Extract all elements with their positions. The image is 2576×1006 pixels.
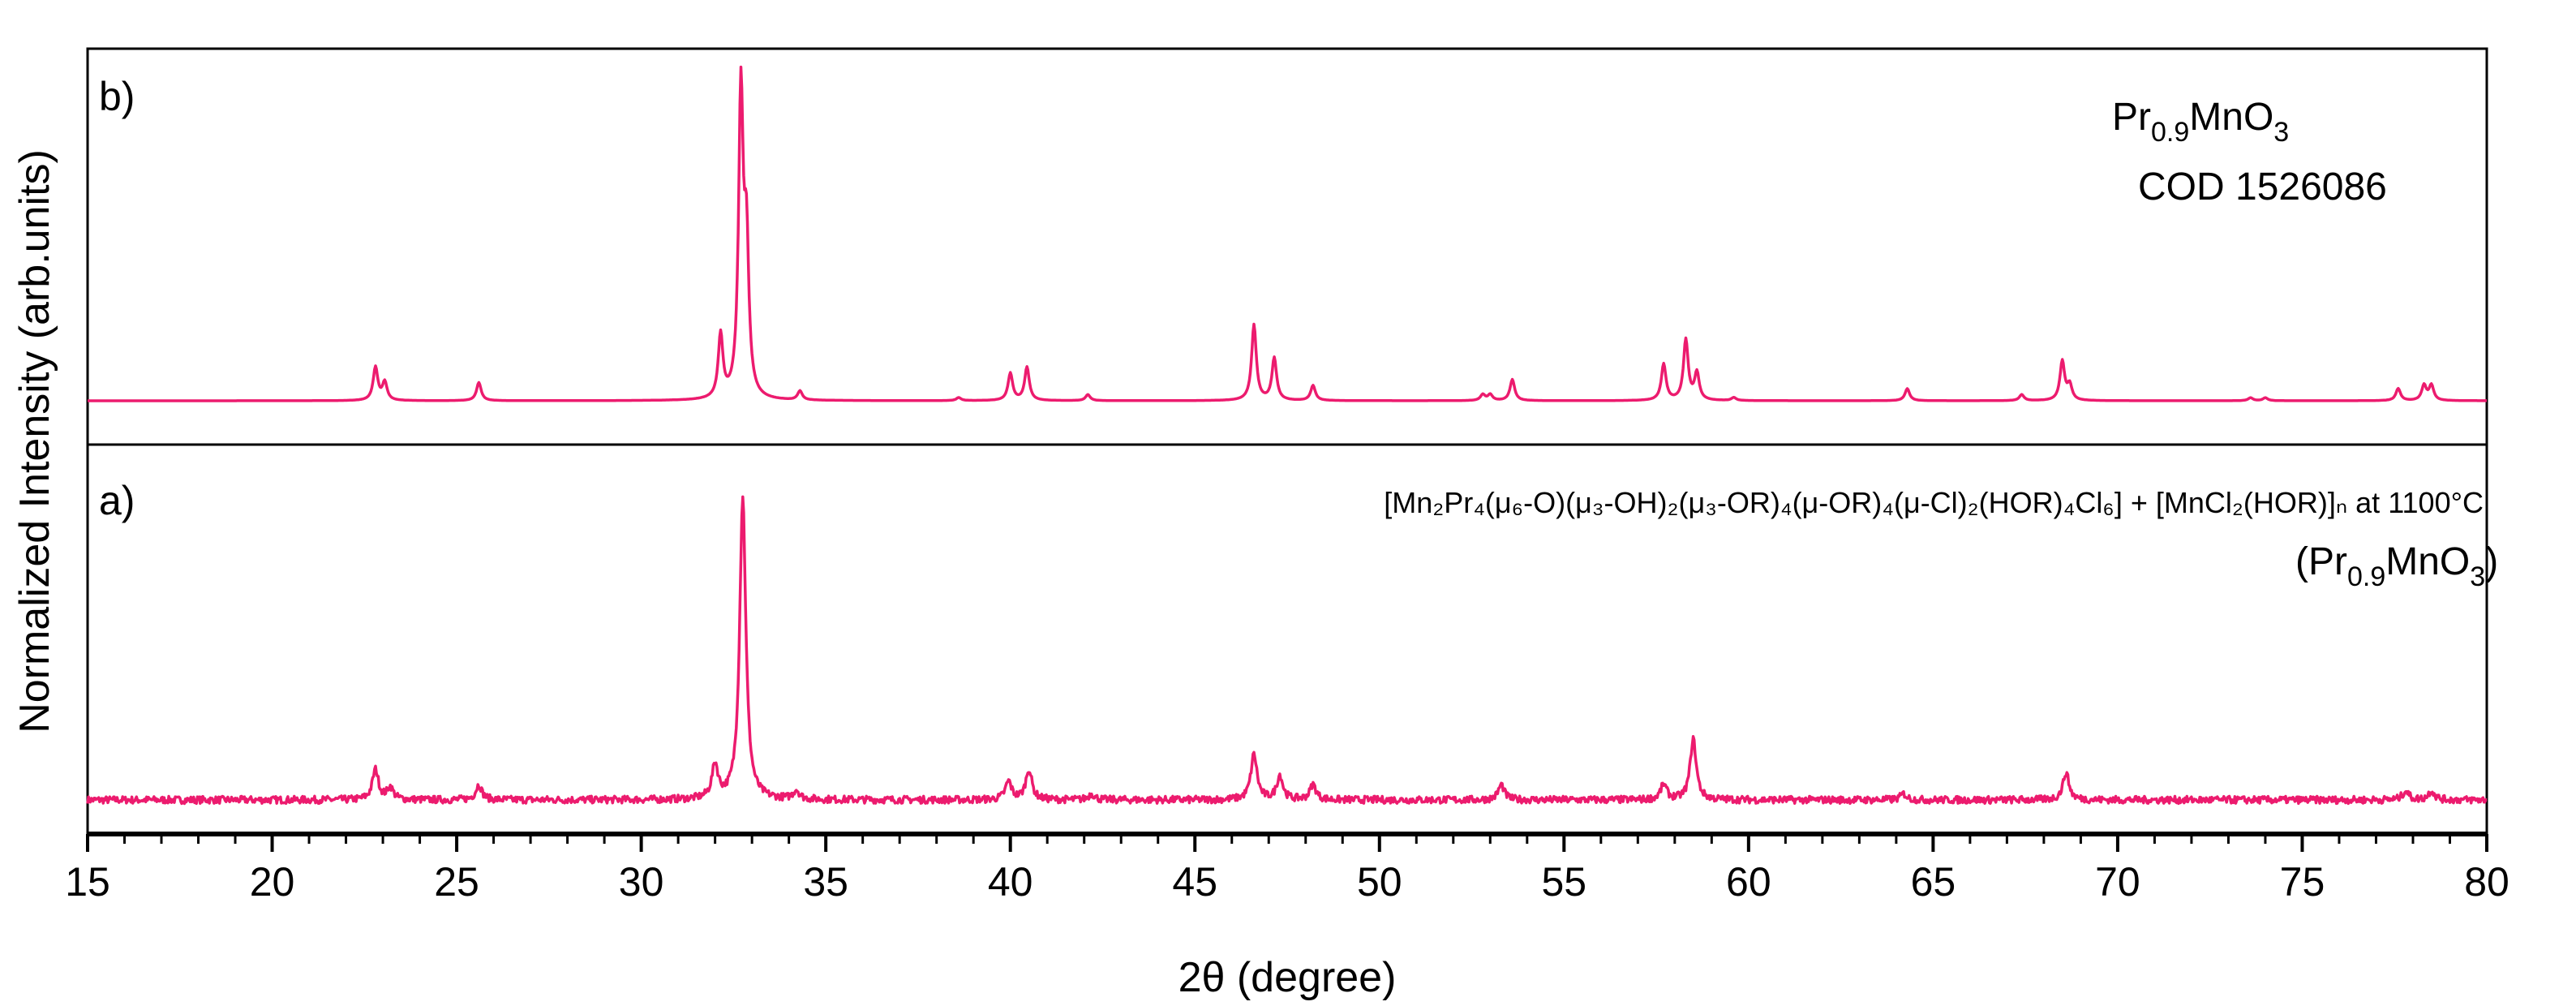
x-tick-label: 45 [1172,859,1217,905]
x-tick-label: 15 [65,859,110,905]
annotation-b-formula-sub2: 3 [2273,117,2289,148]
trace-panel-b [87,65,2488,402]
x-tick-label: 40 [988,859,1033,905]
annotation-a-formula-line1: [Mn₂Pr₄(μ₆-O)(μ₃-OH)₂(μ₃-OR)₄(μ-OR)₄(μ-C… [1384,486,2484,519]
annotation-b-formula-base: Pr [2112,96,2151,139]
x-tick-label: 35 [803,859,848,905]
x-tick-label: 65 [1911,859,1956,905]
annotation-b-formula: Pr0.9MnO3 [2112,96,2289,148]
plot-frame [86,47,2488,836]
x-tick-label: 75 [2280,859,2325,905]
trace-panel-a [86,495,2488,806]
x-tick-label: 30 [619,859,664,905]
annotation-b-formula-mid: MnO [2189,96,2273,139]
annotation-b-formula-sub1: 0.9 [2151,117,2189,148]
x-tick-label: 60 [1726,859,1771,905]
panel-label-a: a) [99,478,135,523]
panel-label-b: b) [99,74,135,119]
x-tick-label: 20 [250,859,295,905]
x-tick-label: 50 [1357,859,1402,905]
annotation-a-formula-sub2: 3 [2470,561,2485,592]
x-axis-title: 2θ (degree) [1179,954,1397,1001]
annotation-a-close-paren: ) [2485,540,2498,583]
y-axis-title: Normalized Intensity (arb.units) [11,149,58,733]
annotation-a-formula-sub1: 0.9 [2347,561,2385,592]
annotation-a-formula-base: Pr [2308,540,2347,583]
annotation-a-formula-mid: MnO [2385,540,2470,583]
annotation-a-open-paren: ( [2295,540,2308,583]
x-axis-ticks: 15 20 25 30 35 40 45 50 55 60 65 70 75 80 [65,834,2509,905]
x-tick-label: 80 [2464,859,2509,905]
annotation-a-formula-line2: (Pr0.9MnO3) [2295,540,2498,592]
x-tick-label: 25 [434,859,479,905]
x-tick-label: 55 [1541,859,1586,905]
x-tick-label: 70 [2095,859,2140,905]
annotation-b-reference: COD 1526086 [2138,166,2387,209]
